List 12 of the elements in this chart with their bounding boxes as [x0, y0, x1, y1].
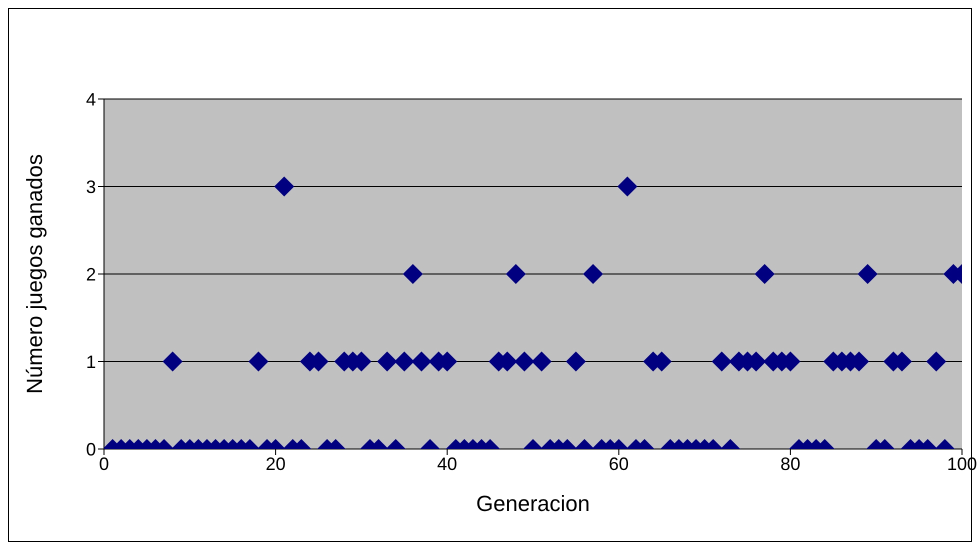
y-tick-label: 1 [86, 352, 96, 372]
x-axis-title: Generacion [476, 491, 590, 516]
x-tick-label: 0 [98, 454, 110, 474]
y-tick-label: 3 [86, 176, 96, 197]
x-tick-label: 80 [780, 454, 800, 474]
x-tick-label: 60 [608, 454, 629, 474]
y-tick-label: 0 [86, 439, 96, 460]
y-tick-label: 2 [86, 264, 96, 284]
x-tick-label: 20 [266, 454, 286, 474]
y-tick-label: 4 [86, 89, 96, 110]
x-tick-label: 40 [437, 454, 458, 474]
y-axis-title: Número juegos ganados [22, 154, 47, 394]
